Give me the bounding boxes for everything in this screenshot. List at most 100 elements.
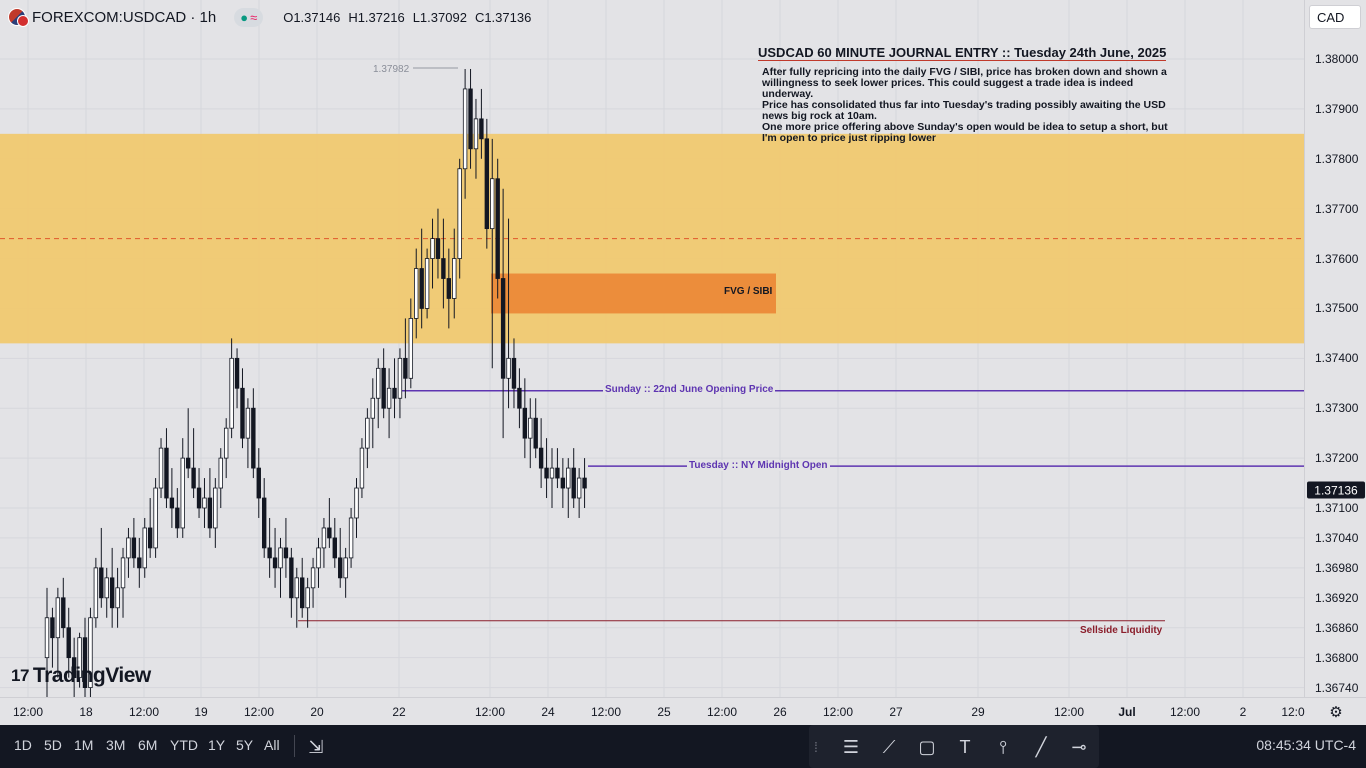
price-tick-label: 1.37300 bbox=[1315, 401, 1359, 416]
time-tick-label: Jul bbox=[1118, 705, 1136, 719]
candle-body-down bbox=[289, 557, 294, 599]
range-1d-button[interactable]: 1D bbox=[14, 737, 32, 753]
candle-body-down bbox=[50, 617, 55, 639]
candle-body-up bbox=[77, 637, 82, 679]
candle-body-down bbox=[267, 547, 272, 559]
currency-badge[interactable]: CAD bbox=[1309, 5, 1361, 29]
candle-body-up bbox=[473, 118, 479, 150]
candle-body-up bbox=[348, 517, 354, 559]
range-ytd-button[interactable]: YTD bbox=[170, 737, 198, 753]
candle-body-up bbox=[213, 487, 218, 529]
candle-body-down bbox=[164, 447, 169, 499]
time-tick-label: 27 bbox=[889, 705, 903, 719]
price-tick-label: 1.37700 bbox=[1315, 201, 1359, 216]
data-delay-wave-icon: ≈ bbox=[250, 9, 258, 25]
time-tick-label: 12:00 bbox=[12, 705, 44, 719]
candle-body-up bbox=[93, 567, 99, 619]
date-range-calendar-icon[interactable]: ⇲ bbox=[308, 736, 324, 757]
text-tool-icon[interactable]: T bbox=[959, 736, 971, 757]
tradingview-logo[interactable]: 17 TradingView bbox=[11, 664, 151, 688]
horizontal-lines-icon[interactable]: ☰ bbox=[842, 736, 860, 757]
rectangle-icon[interactable]: ▢ bbox=[918, 736, 936, 757]
journal-line: After fully repricing into the daily FVG… bbox=[762, 66, 1167, 100]
candle-body-down bbox=[71, 657, 77, 679]
price-axis[interactable]: 1.38000 1.37900 1.37800 1.37700 1.37600 1.375… bbox=[1304, 0, 1366, 697]
sellside-liquidity-label: Sellside Liquidity bbox=[1080, 625, 1163, 636]
candle-body-up bbox=[566, 467, 571, 489]
candle-body-up bbox=[462, 88, 468, 170]
market-status-pill[interactable]: ● ≈ bbox=[234, 7, 264, 27]
candle-body-up bbox=[310, 567, 316, 589]
candle-body-down bbox=[99, 567, 104, 599]
candle-body-down bbox=[468, 88, 473, 150]
drawing-toolbar: ⁞ ☰ ⟋ ▢ T ⫯ ╱ ⊸ bbox=[809, 725, 1099, 768]
price-tick-label: 1.36740 bbox=[1315, 680, 1359, 695]
range-all-button[interactable]: All bbox=[264, 737, 280, 753]
candle-body-up bbox=[457, 168, 462, 259]
drag-handle-icon[interactable]: ⁞ bbox=[814, 739, 818, 755]
candle-body-up bbox=[354, 487, 359, 519]
range-1y-button[interactable]: 1Y bbox=[208, 737, 226, 753]
candle-body-down bbox=[256, 467, 261, 499]
candle-body-down bbox=[327, 527, 332, 539]
ray-line-icon[interactable]: ╱ bbox=[1035, 736, 1047, 757]
horizontal-ray-icon[interactable]: ⊸ bbox=[1071, 736, 1087, 757]
range-6m-button[interactable]: 6M bbox=[138, 737, 158, 753]
candle-body-down bbox=[251, 407, 256, 469]
candle-body-up bbox=[365, 417, 370, 449]
candle-body-down bbox=[207, 497, 213, 529]
time-tick-label: 12:0 bbox=[1281, 705, 1305, 719]
price-marker-icon[interactable]: ⫯ bbox=[999, 736, 1007, 757]
candle-body-up bbox=[316, 547, 321, 569]
candle-body-down bbox=[283, 547, 289, 559]
journal-body: After fully repricing into the daily FVG… bbox=[762, 67, 1182, 144]
candle-body-up bbox=[430, 238, 435, 259]
candle-body-up bbox=[126, 537, 131, 559]
range-3m-button[interactable]: 3M bbox=[106, 737, 126, 753]
candle-body-down bbox=[446, 278, 452, 299]
price-tick-label: 1.36920 bbox=[1315, 590, 1359, 605]
candle-body-down bbox=[261, 497, 267, 549]
range-1m-button[interactable]: 1M bbox=[74, 737, 94, 753]
price-tick-label: 1.36980 bbox=[1315, 560, 1359, 575]
candle-body-down bbox=[61, 597, 66, 629]
symbol-title[interactable]: FOREXCOM:USDCAD · 1h bbox=[32, 8, 217, 26]
bottom-toolbar: 1D 5D 1M 3M 6M YTD 1Y 5Y All ⇲ ⁞ ☰ ⟋ ▢ T… bbox=[0, 725, 1366, 768]
time-tick-label: 12:00 bbox=[706, 705, 738, 719]
time-tick-label: 20 bbox=[310, 705, 324, 719]
price-tick-label: 1.37200 bbox=[1315, 451, 1359, 466]
candle-body-down bbox=[169, 497, 175, 509]
candle-body-down bbox=[196, 487, 202, 509]
time-tick-label: 29 bbox=[971, 705, 985, 719]
clock-timezone[interactable]: 08:45:34 UTC-4 bbox=[1256, 737, 1356, 753]
candle-body-down bbox=[533, 417, 538, 449]
chart-settings-gear-icon[interactable]: ⚙ bbox=[1329, 704, 1343, 721]
candle-body-down bbox=[511, 357, 517, 389]
market-open-dot-icon: ● bbox=[240, 9, 249, 25]
candle-body-up bbox=[142, 527, 147, 569]
time-axis[interactable]: ⚙ 12:00 18 12:00 19 12:00 20 22 12:00 24 12:00 25 1… bbox=[0, 697, 1366, 725]
price-tick-label: 1.36860 bbox=[1315, 620, 1359, 635]
candle-body-down bbox=[175, 507, 180, 529]
ohlc-values: O1.37146 H1.37216 L1.37092 C1.37136 bbox=[283, 10, 531, 25]
chart-area[interactable]: FOREXCOM:USDCAD · 1h ● ≈ O1.37146 H1.372… bbox=[0, 0, 1304, 697]
journal-title: USDCAD 60 MINUTE JOURNAL ENTRY :: Tuesda… bbox=[758, 45, 1167, 61]
candle-body-up bbox=[343, 557, 348, 579]
journal-line: One more price offering above Sunday's o… bbox=[762, 121, 1168, 144]
candle-body-down bbox=[392, 387, 397, 399]
usd-cad-flag-icon bbox=[8, 8, 29, 27]
candle-body-up bbox=[414, 268, 419, 319]
time-tick-label: 12:00 bbox=[243, 705, 275, 719]
price-tick-label: 1.37400 bbox=[1315, 351, 1359, 366]
candle-body-down bbox=[109, 577, 115, 609]
range-5d-button[interactable]: 5D bbox=[44, 737, 62, 753]
close-value: C1.37136 bbox=[474, 9, 532, 25]
trend-line-icon[interactable]: ⟋ bbox=[882, 736, 896, 757]
candle-body-up bbox=[104, 577, 109, 599]
candle-body-down bbox=[131, 537, 137, 559]
price-chart[interactable] bbox=[0, 0, 1304, 697]
candle-body-down bbox=[571, 467, 576, 499]
candle-body-down bbox=[66, 627, 71, 659]
range-5y-button[interactable]: 5Y bbox=[236, 737, 254, 753]
